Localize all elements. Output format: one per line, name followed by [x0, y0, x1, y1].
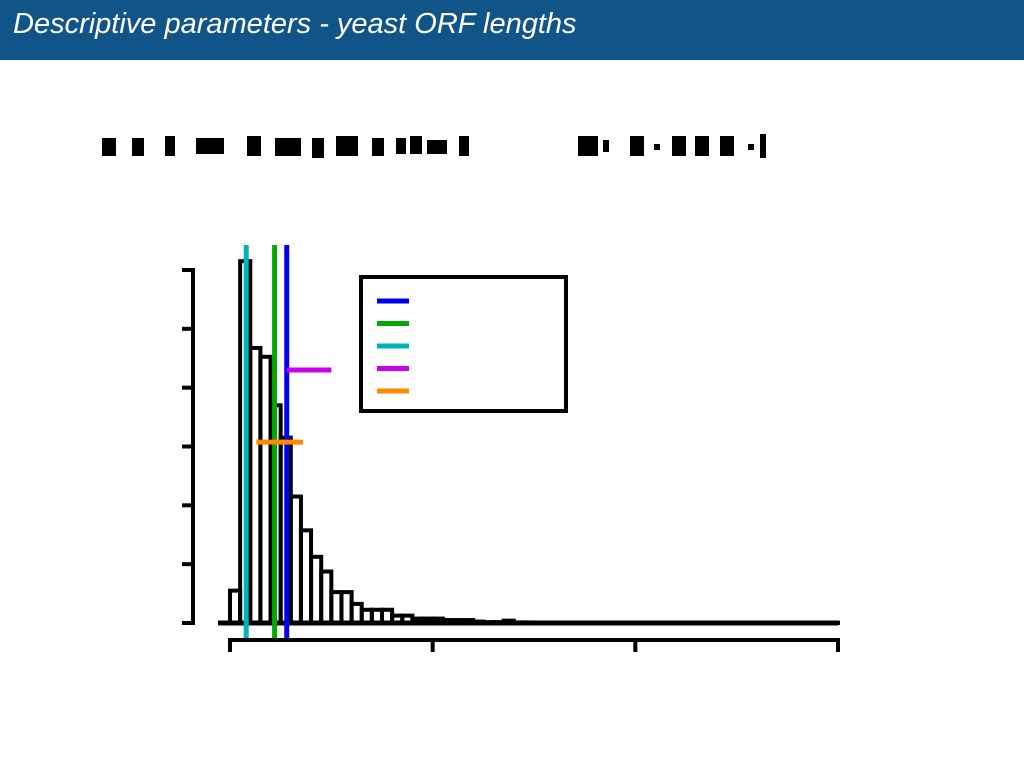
- slide-title: Descriptive parameters - yeast ORF lengt…: [13, 8, 577, 40]
- y-axis: [182, 268, 195, 625]
- legend: [359, 275, 568, 413]
- x-axis: [228, 638, 840, 652]
- slide-title-bar: Descriptive parameters - yeast ORF lengt…: [0, 0, 1024, 60]
- garbled-subtitle-glyphs: [102, 134, 766, 158]
- statistic-lines: [243, 245, 332, 638]
